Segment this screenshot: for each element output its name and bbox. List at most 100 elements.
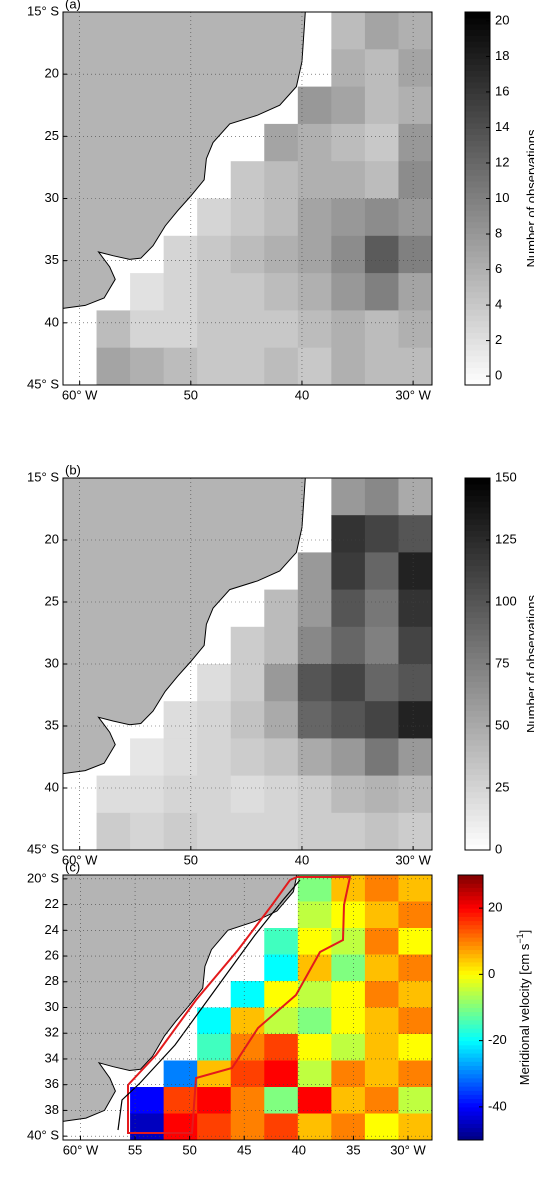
colorbar-step <box>458 966 483 971</box>
cell <box>297 1060 332 1088</box>
cell <box>297 589 332 628</box>
colorbar-step <box>465 512 490 520</box>
cell <box>398 552 432 591</box>
panel-label: (b) <box>65 462 81 477</box>
colorbar-step <box>465 693 490 700</box>
cell <box>364 589 399 628</box>
colorbar-step <box>465 76 490 83</box>
cell <box>230 310 265 349</box>
colorbar-step <box>458 1115 483 1120</box>
colorbar-step <box>465 478 490 485</box>
colorbar-step <box>458 1131 483 1137</box>
cell <box>297 273 332 311</box>
cell <box>264 954 299 982</box>
colorbar-step <box>465 344 490 351</box>
land <box>63 478 306 774</box>
cell <box>96 775 131 814</box>
colorbar-step <box>458 1106 483 1112</box>
cell <box>197 664 232 702</box>
x-tick-label: 60° W <box>62 852 98 867</box>
colorbar-step <box>465 315 490 322</box>
colorbar-step <box>465 285 490 293</box>
colorbar-tick-label: 125 <box>495 531 517 546</box>
y-tick-label: 45° S <box>27 376 59 391</box>
x-tick-label: 50 <box>182 1142 196 1157</box>
colorbar-step <box>458 1032 483 1037</box>
x-tick-label: 30° W <box>390 1142 426 1157</box>
cell <box>264 928 299 955</box>
cell <box>398 478 432 516</box>
colorbar-step <box>465 559 490 566</box>
cell <box>398 775 432 814</box>
colorbar-step <box>465 12 490 19</box>
colorbar-step <box>465 29 490 36</box>
cell <box>163 1087 198 1114</box>
cell <box>197 1113 232 1140</box>
y-tick-label: 25 <box>45 128 59 143</box>
cell <box>331 901 366 929</box>
cell <box>297 1087 332 1114</box>
colorbar-step <box>458 990 483 996</box>
cell <box>364 1034 399 1061</box>
colorbar-step <box>465 826 490 834</box>
colorbar-step <box>458 1015 483 1021</box>
y-tick-label: 24 <box>45 922 59 937</box>
y-tick-label: 25 <box>45 593 59 608</box>
colorbar-step <box>458 961 483 967</box>
cell <box>264 123 299 162</box>
colorbar-step <box>458 1111 483 1116</box>
x-tick-label: 35 <box>346 1142 360 1157</box>
colorbar-step <box>465 576 490 584</box>
cell <box>264 161 299 199</box>
colorbar-step <box>465 367 490 374</box>
colorbar-step <box>465 483 490 491</box>
colorbar-step <box>458 1135 483 1141</box>
cell <box>364 1113 399 1140</box>
colorbar-label-part: Number of observations <box>524 129 534 268</box>
colorbar-step <box>465 739 490 746</box>
colorbar-label-part: ] <box>517 930 532 934</box>
colorbar-step <box>465 780 490 787</box>
cell <box>297 701 332 739</box>
cell <box>130 812 165 850</box>
colorbar-step <box>458 1082 483 1087</box>
cell <box>230 1087 265 1114</box>
colorbar-tick-label: -40 <box>488 1098 507 1113</box>
colorbar-step <box>465 844 490 851</box>
cell <box>297 954 332 982</box>
colorbar-step <box>465 518 490 525</box>
cell <box>197 775 232 814</box>
colorbar-step <box>458 1119 483 1124</box>
cell <box>230 1007 265 1035</box>
colorbar-step <box>465 17 490 25</box>
colorbar-step <box>465 256 490 264</box>
cell <box>364 875 399 902</box>
colorbar-step <box>465 297 490 304</box>
cell <box>264 664 299 702</box>
cell <box>197 235 232 274</box>
colorbar-step <box>458 1094 483 1100</box>
colorbar-tick-label: 12 <box>495 154 509 169</box>
colorbar-step <box>458 1040 483 1046</box>
cell <box>230 701 265 739</box>
colorbar-step <box>458 883 483 888</box>
cell <box>331 1007 366 1035</box>
cell <box>364 12 399 50</box>
cell <box>398 161 432 199</box>
colorbar-step <box>458 1036 483 1042</box>
cell <box>163 310 198 349</box>
x-tick-label: 30° W <box>395 387 431 402</box>
cell <box>398 273 432 311</box>
y-tick-label: 15° S <box>27 469 59 484</box>
cell <box>331 1034 366 1061</box>
colorbar-step <box>465 52 490 60</box>
colorbar-step <box>458 1098 483 1104</box>
colorbar-step <box>465 507 490 514</box>
cell <box>398 347 432 385</box>
colorbar-tick-label: 75 <box>495 655 509 670</box>
colorbar-step <box>465 698 490 706</box>
cell <box>364 1007 399 1035</box>
colorbar-step <box>465 495 490 502</box>
cell <box>398 86 432 125</box>
cell <box>264 347 299 385</box>
